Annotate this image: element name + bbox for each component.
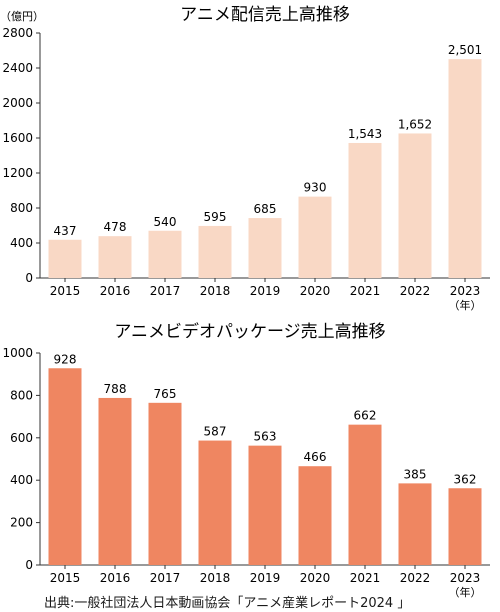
x-tick-label: 2021 <box>350 284 381 298</box>
chart-1: アニメ配信売上高推移 （億円） 0 400 800 1200 1600 2000 2400 280… <box>0 5 490 312</box>
data-label: 385 <box>404 467 427 481</box>
x-tick-label: 2020 <box>300 571 331 585</box>
x-tick-label: 2017 <box>150 284 181 298</box>
data-label: 587 <box>204 425 227 439</box>
data-label: 2,501 <box>448 43 482 57</box>
bar-2022 <box>398 133 432 278</box>
data-label: 930 <box>304 181 327 195</box>
data-label: 788 <box>104 382 127 396</box>
data-label: 1,652 <box>398 117 432 131</box>
bar-2017 <box>148 230 182 278</box>
y-tick-label: 1600 <box>2 131 33 145</box>
x-tick-label: 2015 <box>50 284 81 298</box>
data-label: 362 <box>454 472 477 486</box>
x-tick-label: 2017 <box>150 571 181 585</box>
x-tick-label: 2018 <box>200 571 231 585</box>
x-tick-label: 2022 <box>400 284 431 298</box>
bar-2018 <box>198 440 232 565</box>
x-tick-label: 2023 <box>450 571 481 585</box>
x-tick-label: 2016 <box>100 284 131 298</box>
y-tick-label: 0 <box>25 271 33 285</box>
data-label: 595 <box>204 210 227 224</box>
x-tick-label: 2022 <box>400 571 431 585</box>
bar-2019 <box>248 445 282 565</box>
chart-2: アニメビデオパッケージ売上高推移 0 200 400 600 800 1000 928 2015… <box>2 321 490 599</box>
x-tick-label: 2020 <box>300 284 331 298</box>
y-tick-label: 800 <box>10 201 33 215</box>
y-tick-label: 1200 <box>2 166 33 180</box>
data-label: 563 <box>254 430 277 444</box>
bar-2021 <box>348 424 382 565</box>
data-label: 765 <box>154 387 177 401</box>
bar-2023 <box>448 488 482 565</box>
y-tick-label: 2400 <box>2 61 33 75</box>
y-tick-label: 600 <box>10 431 33 445</box>
bar-2022 <box>398 483 432 565</box>
bar-2019 <box>248 218 282 278</box>
bar-2016 <box>98 397 132 565</box>
bar-2023 <box>448 59 482 278</box>
x-tick-label: 2019 <box>250 284 281 298</box>
data-label: 478 <box>104 220 127 234</box>
bar-2015 <box>48 368 82 565</box>
x-unit-label: （年） <box>449 585 482 599</box>
y-tick-label: 2800 <box>2 26 33 40</box>
x-tick-label: 2015 <box>50 571 81 585</box>
y-tick-label: 400 <box>10 473 33 487</box>
y-tick-label: 2000 <box>2 96 33 110</box>
y-tick-label: 400 <box>10 236 33 250</box>
x-tick-label: 2018 <box>200 284 231 298</box>
x-unit-label: （年） <box>449 298 482 312</box>
y-tick-label: 1000 <box>2 346 33 360</box>
bar-2020 <box>298 196 332 278</box>
x-tick-label: 2023 <box>450 284 481 298</box>
bar-2015 <box>48 239 82 278</box>
x-tick-label: 2016 <box>100 571 131 585</box>
data-label: 928 <box>54 352 77 366</box>
chart-title: アニメ配信売上高推移 <box>180 5 350 25</box>
data-label: 466 <box>304 450 327 464</box>
y-tick-label: 200 <box>10 516 33 530</box>
chart-title: アニメビデオパッケージ売上高推移 <box>114 321 385 342</box>
data-label: 1,543 <box>348 127 382 141</box>
bar-2021 <box>348 142 382 278</box>
data-label: 685 <box>254 202 277 216</box>
bar-2016 <box>98 236 132 278</box>
x-tick-label: 2021 <box>350 571 381 585</box>
y-tick-label: 800 <box>10 388 33 402</box>
data-label: 540 <box>154 215 177 229</box>
bar-2020 <box>298 466 332 565</box>
data-label: 437 <box>54 224 77 238</box>
source-note: 出典:一般社団法人日本動画協会「アニメ産業レポート2024 」 <box>44 596 411 611</box>
y-unit-label: （億円） <box>0 10 44 23</box>
y-tick-label: 0 <box>25 558 33 572</box>
bar-2018 <box>198 225 232 278</box>
data-label: 662 <box>354 409 377 423</box>
x-tick-label: 2019 <box>250 571 281 585</box>
bar-2017 <box>148 402 182 565</box>
